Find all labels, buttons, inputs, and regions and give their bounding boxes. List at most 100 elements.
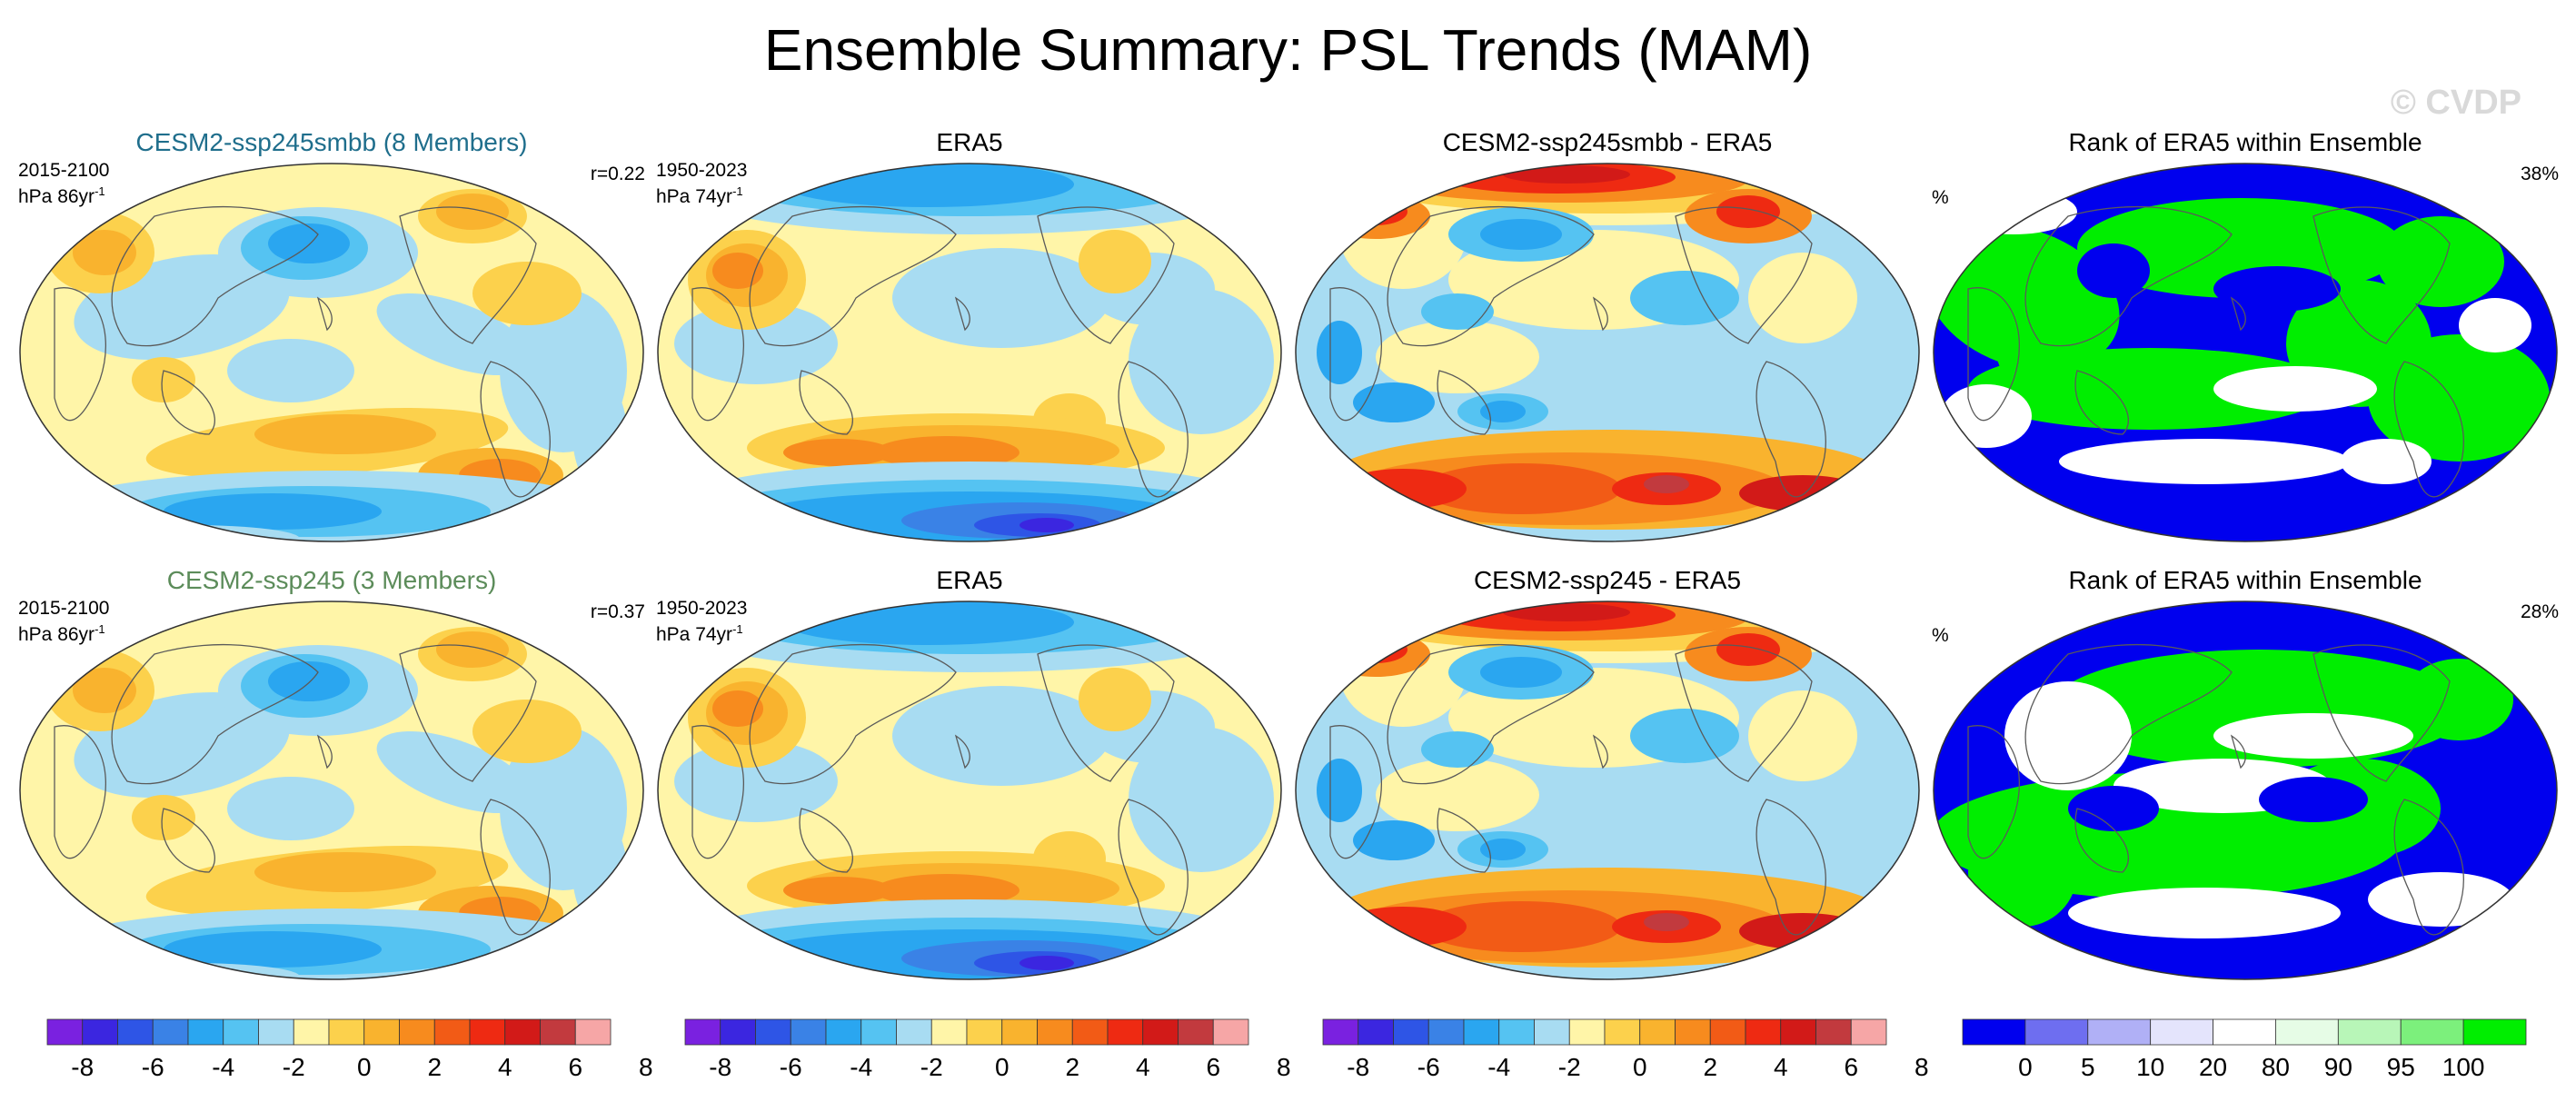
colorbar-swatch (117, 1018, 154, 1046)
colorbar-swatch (2400, 1018, 2464, 1046)
colorbar-swatch (1745, 1018, 1782, 1046)
coastline (1592, 734, 1608, 769)
rank-region-mid (2341, 439, 2432, 484)
trend-contour (1344, 636, 1407, 663)
colorbar-tick-label: 4 (498, 1053, 512, 1081)
panel-title: Rank of ERA5 within Ensemble (2068, 128, 2422, 156)
colorbar-swatch (1815, 1018, 1852, 1046)
trend-contour (254, 852, 436, 892)
colorbar-swatch (1071, 1018, 1109, 1046)
trend-colorbar-3: -8 -6 -4 -2 0 2 4 6 8 (1322, 1018, 1929, 1081)
trend-contour (73, 230, 136, 275)
colorbar-tick-label: 80 (2262, 1053, 2290, 1081)
map-border (657, 163, 1282, 542)
colorbar-tick-label: -8 (71, 1053, 94, 1081)
colorbar-swatch (328, 1018, 365, 1046)
map-era (657, 163, 1282, 542)
colorbar-tick-label: -8 (1347, 1053, 1369, 1081)
trend-contour (1644, 913, 1689, 931)
map-model (19, 601, 644, 980)
trend-contour (227, 339, 354, 402)
rank-region-mid (2059, 439, 2350, 484)
rank-region-high (1968, 818, 2077, 927)
colorbar-swatch (363, 1018, 400, 1046)
trend-contour (1716, 633, 1780, 666)
trend-contour (712, 690, 763, 727)
map-border (1295, 163, 1920, 542)
coastline (1675, 644, 1813, 782)
trend-contour (674, 303, 838, 384)
colorbar-tick-label: -4 (212, 1053, 234, 1081)
coastline (2074, 370, 2129, 435)
trend-contour (1748, 690, 1857, 781)
trend-contour (783, 439, 892, 466)
trend-contour (1421, 731, 1494, 768)
colorbar-swatch (1463, 1018, 1500, 1046)
coastline (2024, 643, 2233, 785)
coastline (2230, 296, 2246, 332)
coastline (1037, 206, 1175, 344)
colorbar-tick-label: 20 (2199, 1053, 2227, 1081)
trend-contour (1630, 271, 1739, 325)
panel-period: 1950-2023 (656, 160, 748, 181)
trend-contour (892, 248, 1110, 348)
colorbar-tick-label: 0 (357, 1053, 372, 1081)
coastline (954, 296, 970, 332)
panel-period: 2015-2100 (18, 598, 110, 619)
trend-contour (1421, 901, 1621, 952)
coastline (54, 725, 106, 859)
coastline (1967, 287, 2020, 422)
colorbar-swatch (1498, 1018, 1535, 1046)
map-model (19, 163, 644, 542)
map-border (19, 601, 644, 980)
rank-region-high (2368, 334, 2550, 462)
rank-percentage: 28% (2520, 601, 2559, 622)
coastline (749, 643, 957, 785)
map-diff (1295, 163, 1920, 542)
trend-contour (1129, 727, 1274, 872)
colorbar-tick-label: 100 (2442, 1053, 2485, 1081)
colorbar-tick-label: -6 (1417, 1053, 1440, 1081)
trend-contour (376, 293, 532, 376)
trend-contour (712, 253, 763, 289)
coastline (399, 644, 537, 782)
panel-info: % (1932, 625, 1949, 646)
coastline (1755, 799, 1826, 936)
trend-contour (132, 357, 195, 402)
colorbar-tick-label: 6 (1844, 1053, 1858, 1081)
map-border (1295, 601, 1920, 980)
rank-region-mid (2459, 298, 2531, 352)
colorbar-swatch (1568, 1018, 1606, 1046)
map-border (657, 601, 1282, 980)
panel-units: % (1932, 625, 1949, 646)
colorbar-swatch (1639, 1018, 1676, 1046)
trend-contour (1376, 321, 1539, 393)
coastline (2312, 644, 2451, 782)
map-border (1933, 163, 2558, 542)
trend-contour (227, 777, 354, 840)
colorbar-swatch (2337, 1018, 2402, 1046)
colorbar-tick-label: -6 (142, 1053, 164, 1081)
colorbar-swatch (1001, 1018, 1038, 1046)
map-border (1933, 601, 2558, 980)
colorbar-tick-label: 8 (1915, 1053, 1929, 1081)
trend-contour (1630, 709, 1739, 763)
trend-contour (1019, 518, 1074, 532)
rank-region-mid (2068, 888, 2341, 938)
panel-title: Rank of ERA5 within Ensemble (2068, 566, 2422, 594)
rank-region-high (2377, 216, 2504, 307)
rank-region-mid (2004, 681, 2132, 790)
rank-percentage: 38% (2520, 164, 2559, 184)
panel-title: CESM2-ssp245smbb - ERA5 (1442, 128, 1773, 156)
colorbar-swatch (790, 1018, 827, 1046)
coastline (2230, 734, 2246, 769)
colorbar-swatch (187, 1018, 224, 1046)
panel-title: ERA5 (936, 128, 1003, 156)
trend-contour (1321, 631, 1430, 677)
panel-units: % (1932, 187, 1949, 208)
colorbar-swatch (1178, 1018, 1214, 1046)
colorbar-tick-label: 4 (1136, 1053, 1150, 1081)
coastline (1592, 296, 1608, 332)
rank-region-low (2068, 786, 2159, 831)
panel-period: 2015-2100 (18, 160, 110, 181)
